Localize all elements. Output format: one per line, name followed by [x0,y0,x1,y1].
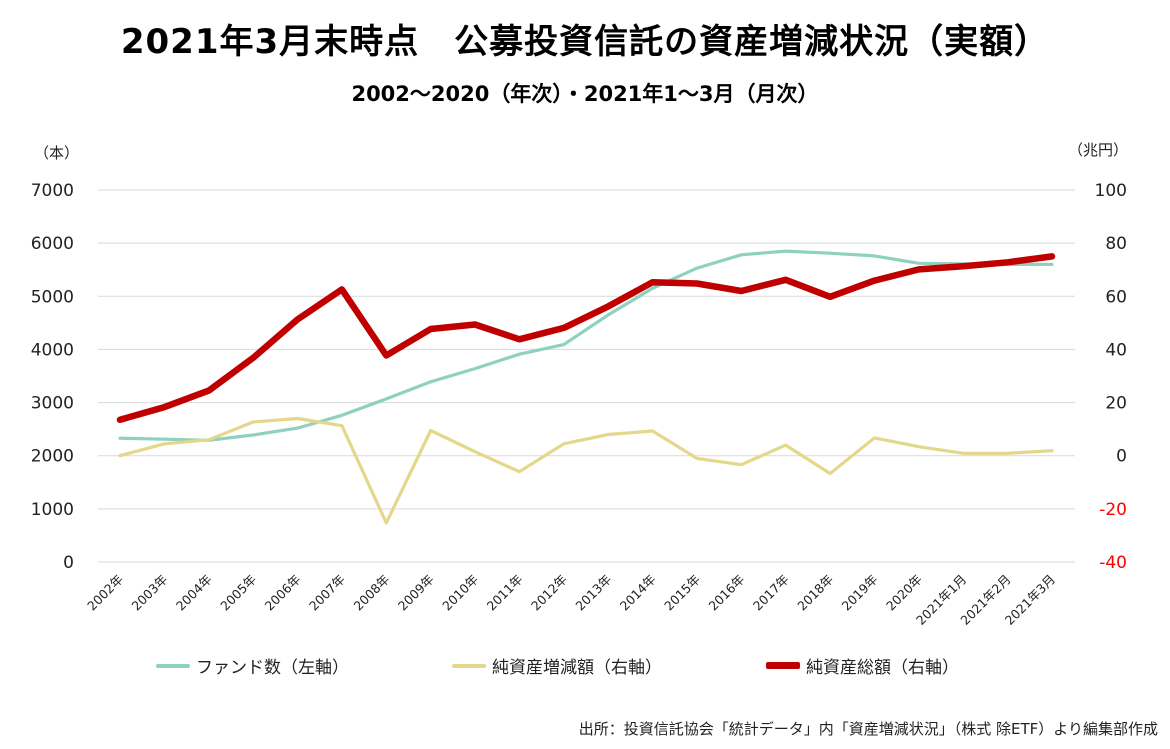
right-tick-label: -20 [1099,500,1127,520]
left-tick-label: 6000 [31,234,74,254]
legend: ファンド数（左軸） 純資産増減額（右軸） 純資産総額（右軸） [0,653,1170,683]
x-tick-label: 2012年 [528,572,570,614]
gridlines [98,189,1075,563]
chart-title: 2021年3月末時点 公募投資信託の資産増減状況（実額） [120,22,1050,62]
x-tick-label: 2015年 [661,572,703,614]
x-tick-label: 2010年 [439,572,481,614]
legend-swatch-net-change [452,663,486,668]
source-note: 出所：投資信託協会「統計データ」内「資産増減状況」（株式 除ETF）より編集部作… [578,720,1158,738]
right-tick-label: 80 [1105,234,1127,254]
left-tick-label: 0 [63,553,74,573]
left-tick-label: 5000 [31,287,74,307]
x-tick-label: 2007年 [306,572,348,614]
left-axis-ticks: 0 1000 2000 3000 4000 5000 6000 7000 [31,181,74,573]
left-tick-label: 7000 [31,181,74,201]
right-axis-ticks: -40 -20 0 20 40 60 80 100 [1095,181,1127,573]
x-tick-label: 2016年 [706,572,748,614]
x-tick-label: 2008年 [350,572,392,614]
x-tick-label: 2006年 [262,572,304,614]
left-tick-label: 4000 [31,340,74,360]
x-tick-label: 2020年 [883,572,925,614]
right-tick-label: 20 [1105,394,1127,414]
x-tick-label: 2014年 [617,572,659,614]
legend-item-funds: ファンド数（左軸） [156,653,349,678]
chart-subtitle: 2002〜2020（年次）・2021年1〜3月（月次） [351,82,819,106]
x-tick-label: 2018年 [794,572,836,614]
series-line-net-change [118,416,1054,525]
legend-item-net-change: 純資産増減額（右軸） [452,653,662,678]
right-tick-label: 100 [1095,181,1127,201]
left-tick-label: 3000 [31,394,74,414]
legend-item-total: 純資産総額（右軸） [766,653,959,678]
x-axis-ticks: 2002年 2003年 2004年 2005年 2006年 2007年 2008年 2009年… [84,572,1058,628]
x-tick-label: 2005年 [217,572,259,614]
x-tick-label: 2013年 [572,572,614,614]
series-lines [116,249,1056,525]
right-tick-label: 0 [1116,447,1127,467]
x-tick-label: 2004年 [173,572,215,614]
x-tick-label: 2003年 [129,572,171,614]
right-tick-label: 60 [1105,287,1127,307]
x-tick-label: 2019年 [839,572,881,614]
x-tick-label: 2017年 [750,572,792,614]
left-tick-label: 1000 [31,500,74,520]
x-tick-label: 2009年 [395,572,437,614]
right-axis-unit: （兆円） [1068,141,1129,159]
legend-label-net-change: 純資産増減額（右軸） [492,658,662,678]
legend-label-funds: ファンド数（左軸） [196,658,349,678]
right-tick-label: -40 [1099,553,1127,573]
left-axis-unit: （本） [34,144,80,162]
series-line-funds [118,249,1054,442]
left-tick-label: 2000 [31,447,74,467]
x-tick-label: 2011年 [484,572,526,614]
right-tick-label: 40 [1105,340,1127,360]
legend-swatch-total [766,662,800,669]
legend-label-total: 純資産総額（右軸） [806,658,959,678]
x-tick-label: 2002年 [84,572,126,614]
series-line-total [116,253,1056,424]
legend-swatch-funds [156,663,190,668]
